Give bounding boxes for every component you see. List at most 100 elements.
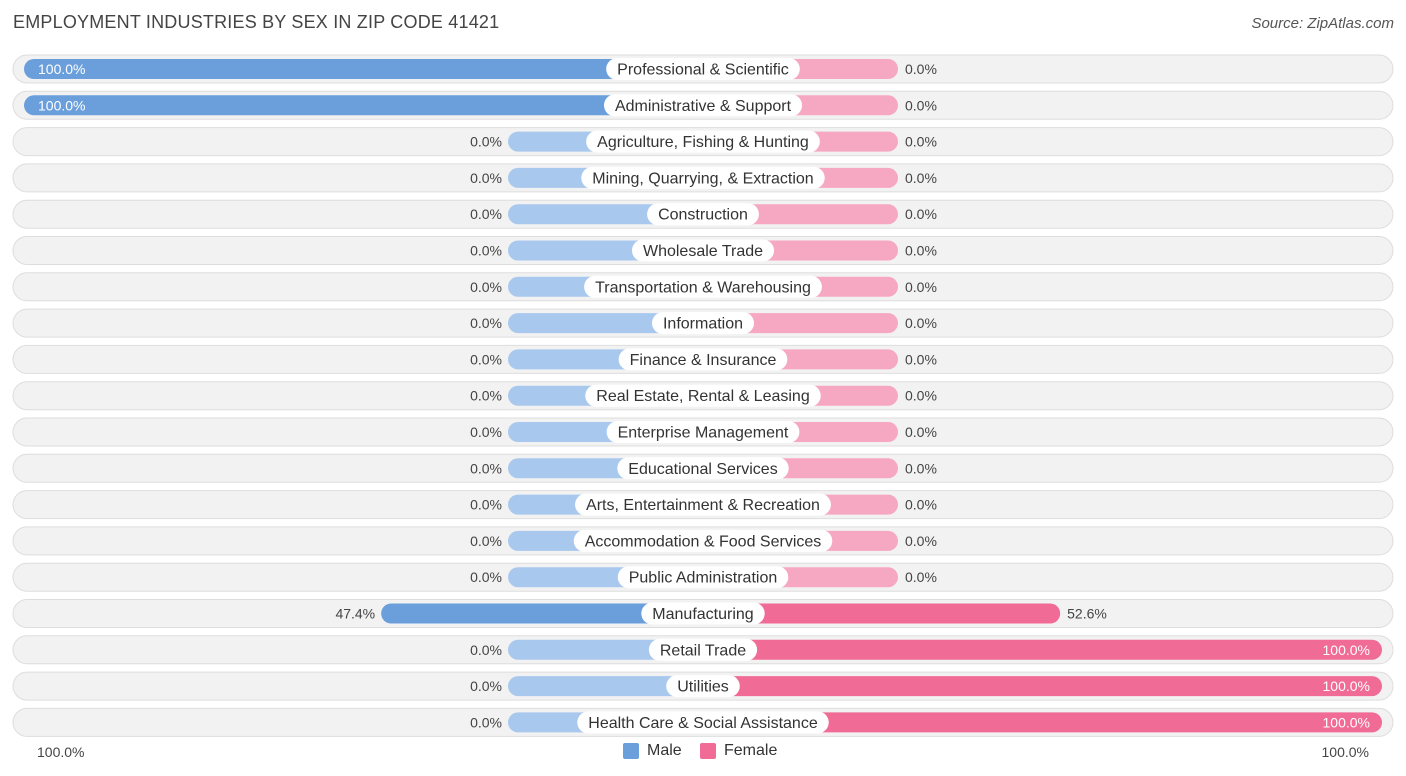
row-15: Manufacturing 47.4% 52.6%: [12, 599, 1394, 628]
value-label-male: 0.0%: [470, 460, 502, 476]
category-label-pill: [631, 239, 775, 262]
category-label: Enterprise Management: [618, 425, 789, 442]
category-label-pill: [603, 94, 803, 117]
row-12: Arts, Entertainment & Recreation 0.0% 0.0%: [12, 490, 1394, 520]
value-label-male: 0.0%: [470, 678, 502, 694]
category-label: Mining, Quarrying, & Extraction: [592, 170, 813, 187]
bar-male: [24, 59, 703, 79]
row-2: Agriculture, Fishing & Hunting 0.0% 0.0%: [12, 127, 1394, 157]
legend: Male Female: [0, 742, 1406, 764]
category-label: Health Care & Social Assistance: [588, 715, 818, 732]
legend-item-female: Female: [700, 742, 777, 760]
value-label-female: 0.0%: [905, 569, 937, 585]
value-label-male: 0.0%: [470, 388, 502, 404]
bar-female: [703, 639, 1382, 660]
value-label-male: 100.0%: [38, 97, 85, 113]
value-label-female: 0.0%: [905, 533, 937, 549]
category-label: Agriculture, Fishing & Hunting: [597, 134, 809, 151]
category-label-pill: [647, 203, 759, 226]
row-11: Educational Services 0.0% 0.0%: [12, 453, 1394, 483]
value-label-female: 0.0%: [905, 497, 937, 513]
value-label-male: 0.0%: [470, 714, 502, 730]
category-label-pill: [585, 384, 821, 407]
value-label-female: 0.0%: [905, 424, 937, 440]
value-label-male: 0.0%: [470, 134, 502, 150]
value-label-female: 0.0%: [905, 243, 937, 259]
value-label-female: 0.0%: [905, 170, 937, 186]
bar-female: [703, 603, 1061, 624]
row-16: Retail Trade 0.0% 100.0%: [12, 635, 1394, 665]
category-label-pill: [648, 638, 758, 661]
category-label-pill: [577, 711, 829, 734]
value-label-male: 0.0%: [470, 642, 502, 658]
category-label-pill: [586, 130, 820, 153]
legend-item-male: Male: [623, 742, 682, 760]
value-label-male: 47.4%: [335, 606, 375, 622]
value-label-female: 0.0%: [905, 388, 937, 404]
category-label: Finance & Insurance: [630, 352, 777, 369]
bar-female: [703, 676, 1382, 697]
value-label-male: 0.0%: [470, 533, 502, 549]
category-label-pill: [573, 529, 833, 552]
category-label-pill: [581, 166, 825, 189]
row-0: Professional & Scientific 100.0% 0.0%: [12, 54, 1394, 84]
bar-male: [24, 95, 703, 116]
legend-swatch-male: [623, 743, 639, 759]
category-label-pill: [666, 675, 740, 698]
bar-female: [703, 712, 1382, 733]
row-13: Accommodation & Food Services 0.0% 0.0%: [12, 526, 1394, 556]
row-4: Construction 0.0% 0.0%: [12, 199, 1394, 229]
category-label: Manufacturing: [652, 606, 753, 623]
category-label-pill: [651, 312, 755, 335]
value-label-female: 0.0%: [905, 315, 937, 331]
value-label-male: 0.0%: [470, 569, 502, 585]
row-17: Utilities 0.0% 100.0%: [12, 671, 1394, 701]
category-label: Administrative & Support: [615, 98, 792, 115]
value-label-female: 0.0%: [905, 97, 937, 113]
legend-label-male: Male: [647, 742, 682, 759]
category-label: Arts, Entertainment & Recreation: [586, 497, 820, 514]
value-label-male: 0.0%: [470, 206, 502, 222]
category-label: Public Administration: [629, 570, 778, 587]
value-label-female: 0.0%: [905, 460, 937, 476]
value-label-male: 0.0%: [470, 243, 502, 259]
axis-left-label: 100.0%: [37, 744, 85, 760]
category-label: Information: [663, 316, 743, 333]
row-5: Wholesale Trade 0.0% 0.0%: [12, 236, 1394, 265]
value-label-female: 0.0%: [905, 134, 937, 150]
value-label-female: 100.0%: [1323, 714, 1370, 730]
value-label-female: 100.0%: [1323, 642, 1370, 658]
category-label: Retail Trade: [660, 642, 746, 659]
row-10: Enterprise Management 0.0% 0.0%: [12, 417, 1394, 447]
category-label: Construction: [658, 207, 748, 224]
value-label-male: 0.0%: [470, 497, 502, 513]
category-label-pill: [575, 493, 831, 516]
value-label-male: 0.0%: [470, 315, 502, 331]
category-label: Accommodation & Food Services: [585, 533, 822, 550]
category-label: Professional & Scientific: [617, 62, 789, 79]
legend-label-female: Female: [724, 742, 778, 759]
row-14: Public Administration 0.0% 0.0%: [12, 562, 1394, 592]
row-3: Mining, Quarrying, & Extraction 0.0% 0.0%: [12, 163, 1394, 193]
value-label-female: 0.0%: [905, 61, 937, 77]
category-label: Wholesale Trade: [643, 243, 763, 260]
category-label: Real Estate, Rental & Leasing: [596, 388, 809, 405]
value-label-male: 0.0%: [470, 170, 502, 186]
value-label-female: 0.0%: [905, 279, 937, 295]
value-label-male: 0.0%: [470, 424, 502, 440]
value-label-male: 0.0%: [470, 279, 502, 295]
category-label-pill: [584, 275, 822, 298]
source-credit: Source: ZipAtlas.com: [1251, 15, 1394, 32]
category-label-pill: [641, 602, 765, 625]
row-9: Real Estate, Rental & Leasing 0.0% 0.0%: [12, 381, 1394, 411]
value-label-female: 0.0%: [905, 351, 937, 367]
category-label-pill: [617, 566, 789, 589]
value-label-female: 52.6%: [1067, 606, 1107, 622]
value-label-female: 100.0%: [1323, 678, 1370, 694]
legend-swatch-female: [700, 743, 716, 759]
axis-right-label: 100.0%: [1321, 744, 1369, 760]
category-label-pill: [617, 457, 789, 480]
bar-male: [381, 603, 703, 624]
category-label: Transportation & Warehousing: [595, 279, 811, 296]
